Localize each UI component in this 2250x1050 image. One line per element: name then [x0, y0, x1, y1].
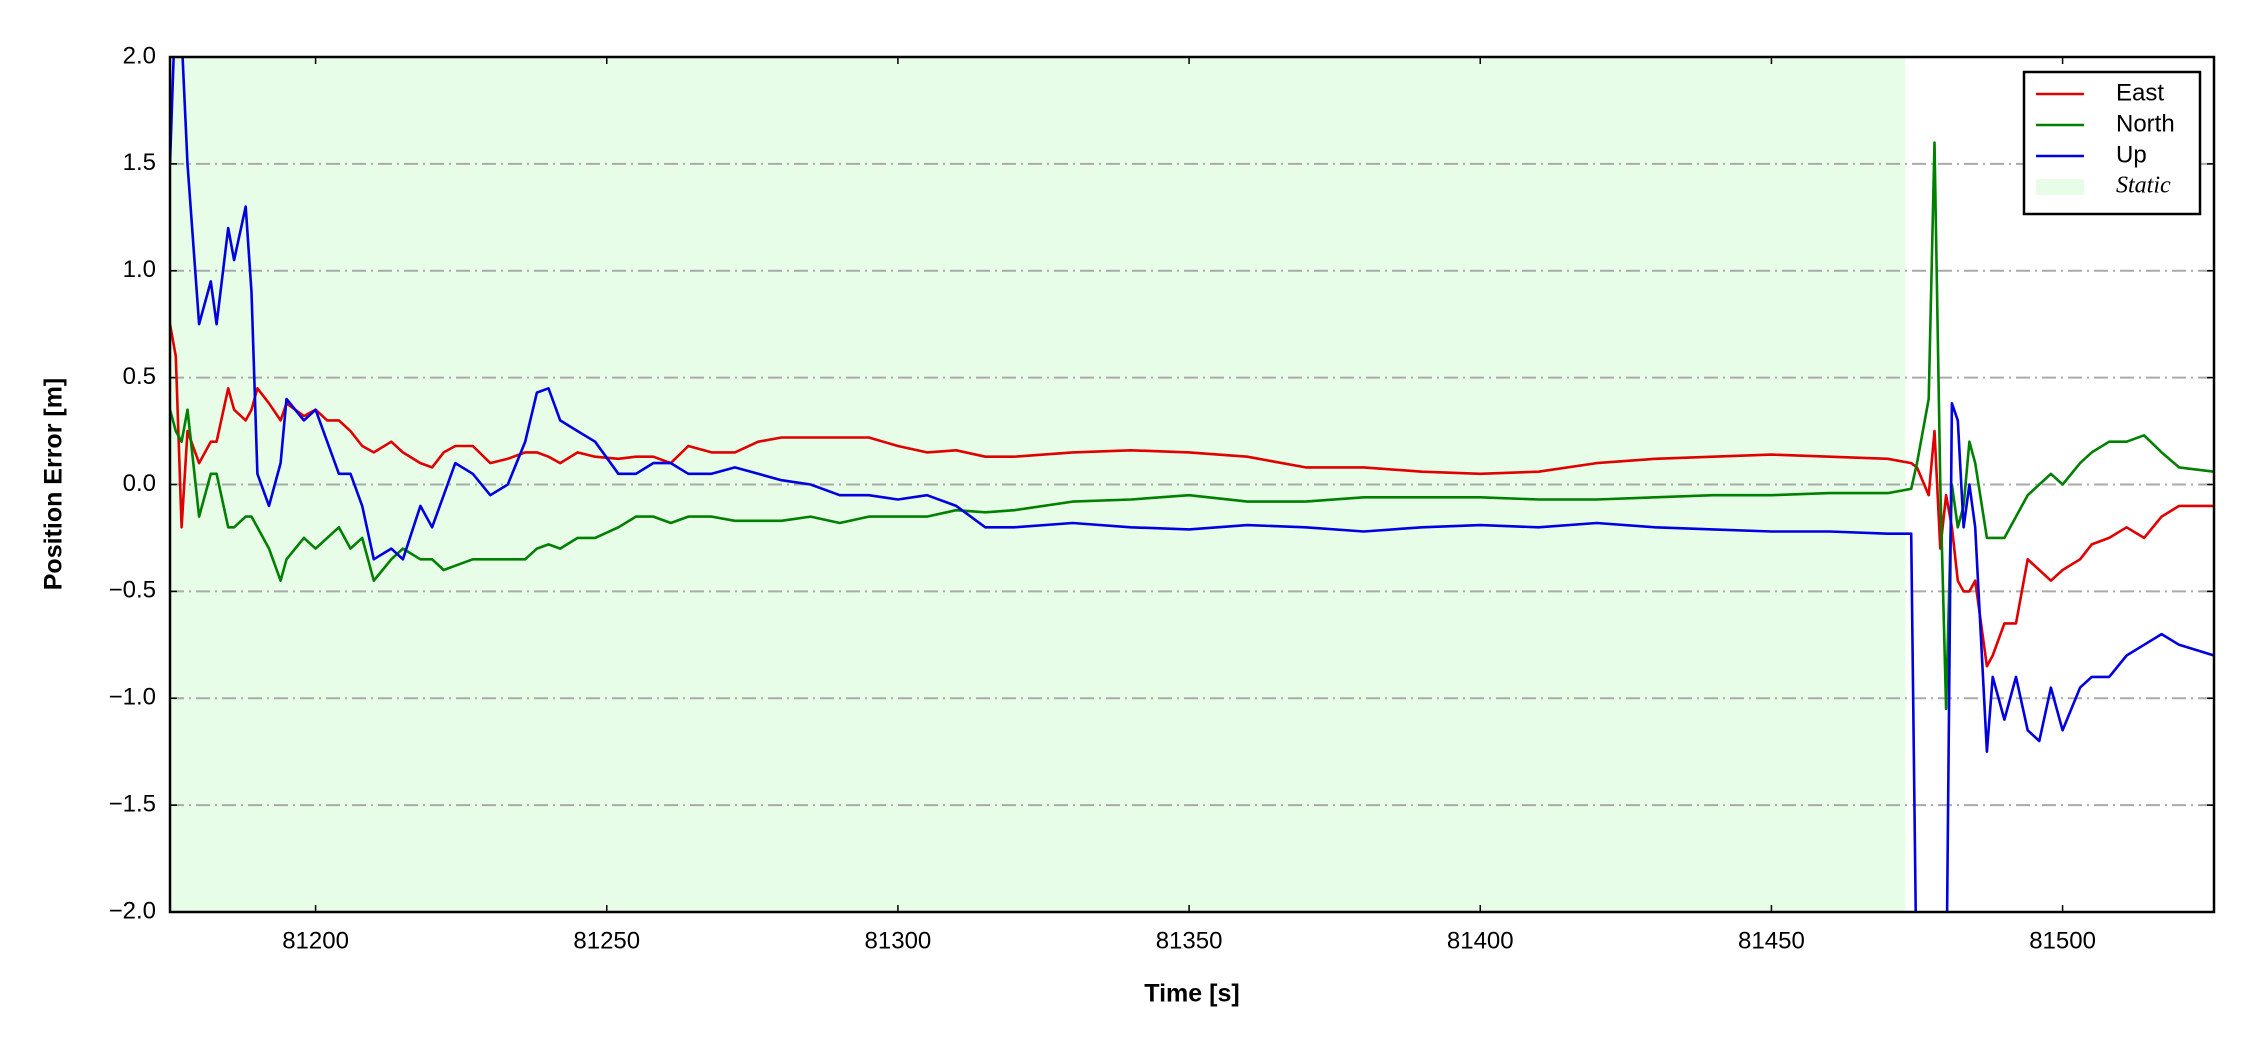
y-tick-label: 1.5	[123, 149, 156, 176]
x-tick-label: 81250	[573, 927, 640, 954]
plot-lines	[170, 57, 2214, 912]
legend-label: Static	[2116, 173, 2171, 199]
y-tick-label: 0.5	[123, 363, 156, 390]
y-tick-label: −2.0	[109, 897, 156, 924]
series-line	[170, 57, 2214, 912]
x-tick-label: 81350	[1156, 927, 1223, 954]
x-tick-label: 81400	[1447, 927, 1514, 954]
y-tick-label: −0.5	[109, 577, 156, 604]
y-tick-label: 2.0	[123, 42, 156, 69]
y-tick-label: 1.0	[123, 256, 156, 283]
plot-frame	[168, 55, 2216, 914]
series-line	[170, 141, 2214, 711]
legend-label: Up	[2116, 141, 2147, 168]
y-tick-label: −1.5	[109, 790, 156, 817]
y-tick-label: 0.0	[123, 470, 156, 497]
x-tick-label: 81300	[865, 927, 932, 954]
x-tick-label: 81450	[1738, 927, 1805, 954]
x-tick-label: 81200	[282, 927, 349, 954]
legend-swatch	[2036, 179, 2084, 195]
y-axis-label: Position Error [m]	[40, 378, 68, 591]
legend-label: North	[2116, 110, 2175, 137]
y-tick-label: −1.0	[109, 684, 156, 711]
legend-label: East	[2116, 79, 2164, 106]
x-axis-label: Time [s]	[1144, 980, 1239, 1008]
x-tick-label: 81500	[2029, 927, 2096, 954]
